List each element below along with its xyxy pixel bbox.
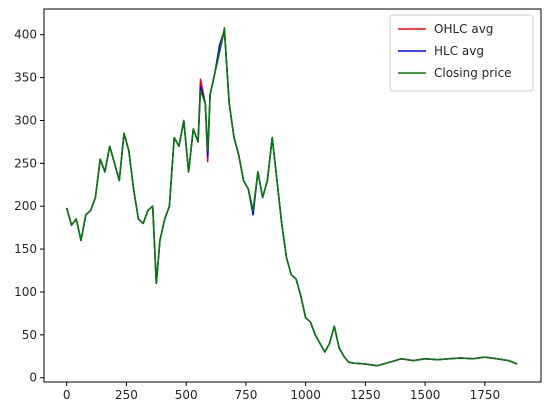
legend-label: HLC avg [434, 44, 484, 58]
y-axis: 0 50 100 150 200 250 300 350 400 [14, 28, 44, 385]
y-tick-label: 400 [14, 28, 37, 42]
plot-lines [65, 27, 518, 367]
y-tick-label: 200 [14, 199, 37, 213]
x-tick-label: 750 [234, 388, 257, 402]
x-tick-label: 500 [175, 388, 198, 402]
x-axis: 0 250 500 750 1000 1250 1500 1750 [63, 382, 500, 402]
legend-box [389, 14, 534, 92]
legend-label: Closing price [434, 66, 512, 80]
y-tick-label: 300 [14, 113, 37, 127]
y-tick-label: 250 [14, 156, 37, 170]
x-tick-label: 1500 [410, 388, 441, 402]
axes-frame [43, 8, 542, 383]
legend: OHLC avg HLC avg Closing price [389, 14, 534, 92]
series-line-3 [65, 27, 518, 367]
y-tick-label: 0 [29, 371, 37, 385]
x-tick-label: 1000 [290, 388, 321, 402]
x-tick-label: 1750 [470, 388, 501, 402]
x-tick-label: 250 [115, 388, 138, 402]
y-tick-label: 150 [14, 242, 37, 256]
y-tick-label: 50 [22, 328, 37, 342]
x-tick-label: 0 [63, 388, 71, 402]
x-tick-label: 1250 [350, 388, 381, 402]
y-tick-label: 350 [14, 71, 37, 85]
y-tick-label: 100 [14, 285, 37, 299]
legend-label: OHLC avg [434, 22, 493, 36]
